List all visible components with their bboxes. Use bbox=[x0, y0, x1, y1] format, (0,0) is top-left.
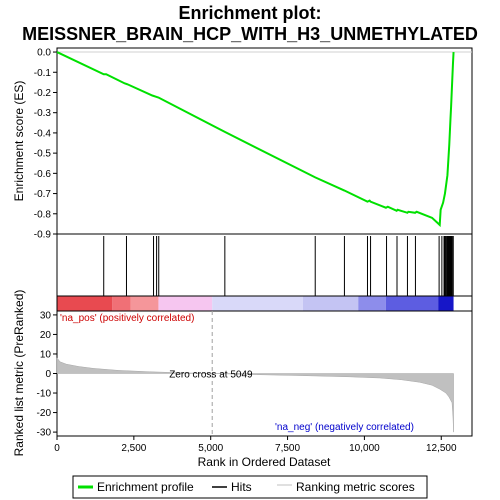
x-tick-label: 12,500 bbox=[426, 443, 457, 454]
es-y-tick-label: -0.5 bbox=[34, 149, 52, 160]
es-y-axis-label: Enrichment score (ES) bbox=[12, 81, 26, 202]
es-y-tick-label: -0.4 bbox=[34, 128, 52, 139]
heat-segment bbox=[358, 296, 386, 311]
metric-y-tick-label: 30 bbox=[40, 310, 52, 321]
es-y-tick-label: -0.3 bbox=[34, 108, 52, 119]
heat-segment bbox=[385, 296, 439, 311]
neg-correlated-label: 'na_neg' (negatively correlated) bbox=[275, 422, 414, 433]
x-tick-label: 2,500 bbox=[121, 443, 146, 454]
legend-ranking-metric: Ranking metric scores bbox=[296, 480, 415, 494]
es-y-tick-label: -0.6 bbox=[34, 169, 52, 180]
x-tick-label: 0 bbox=[54, 443, 60, 454]
es-y-tick-label: 0.0 bbox=[37, 48, 51, 59]
legend-box bbox=[72, 475, 428, 499]
legend-hits: Hits bbox=[231, 480, 252, 494]
legend-enrichment-profile: Enrichment profile bbox=[97, 480, 194, 494]
chart-title-line1: Enrichment plot: bbox=[179, 3, 322, 23]
es-y-tick-label: -0.9 bbox=[34, 230, 52, 241]
es-y-tick-label: -0.1 bbox=[34, 68, 52, 79]
metric-y-tick-label: -30 bbox=[37, 428, 52, 439]
metric-y-axis: 30 20 10 0 -10 -20 -30 bbox=[37, 310, 57, 439]
metric-y-tick-label: 0 bbox=[45, 369, 51, 380]
metric-y-tick-label: -10 bbox=[37, 389, 52, 400]
legend: Enrichment profile Hits Ranking metric s… bbox=[72, 475, 428, 499]
pos-correlated-label: 'na_pos' (positively correlated) bbox=[60, 313, 194, 324]
metric-y-tick-label: -20 bbox=[37, 408, 52, 419]
es-y-axis: 0.0 -0.1 -0.2 -0.3 -0.4 -0.5 -0.6 -0.7 -0.8 -0.9 bbox=[34, 48, 57, 241]
hits-panel bbox=[56, 233, 473, 297]
x-tick-label: 7,500 bbox=[275, 443, 300, 454]
heat-segment bbox=[438, 296, 454, 311]
x-tick-label: 10,000 bbox=[349, 443, 380, 454]
heat-segment bbox=[130, 296, 159, 311]
x-tick-label: 5,000 bbox=[198, 443, 223, 454]
hits-marks bbox=[103, 236, 454, 296]
metric-y-tick-label: 20 bbox=[40, 330, 52, 341]
metric-y-tick-label: 10 bbox=[40, 349, 52, 360]
es-y-tick-label: -0.7 bbox=[34, 189, 52, 200]
x-axis-label: Rank in Ordered Dataset bbox=[198, 455, 331, 469]
es-y-tick-label: -0.2 bbox=[34, 88, 52, 99]
es-y-tick-label: -0.8 bbox=[34, 209, 52, 220]
enrichment-profile-line bbox=[56, 51, 455, 228]
chart-title-line2: MEISSNER_BRAIN_HCP_WITH_H3_UNMETHYLATED bbox=[22, 24, 478, 44]
metric-y-axis-label: Ranked list metric (PreRanked) bbox=[12, 290, 26, 457]
ranking-metric-area bbox=[56, 357, 454, 433]
x-axis: 0 2,500 5,000 7,500 10,000 12,500 bbox=[54, 436, 457, 454]
heat-segment bbox=[112, 296, 131, 311]
zero-cross-label: Zero cross at 5049 bbox=[169, 370, 253, 381]
heat-segment bbox=[57, 296, 113, 311]
heat-segment bbox=[158, 296, 213, 311]
es-panel bbox=[56, 47, 473, 235]
heat-segment bbox=[212, 296, 303, 311]
ranking-heat-strip bbox=[57, 296, 454, 311]
heat-segment bbox=[302, 296, 359, 311]
